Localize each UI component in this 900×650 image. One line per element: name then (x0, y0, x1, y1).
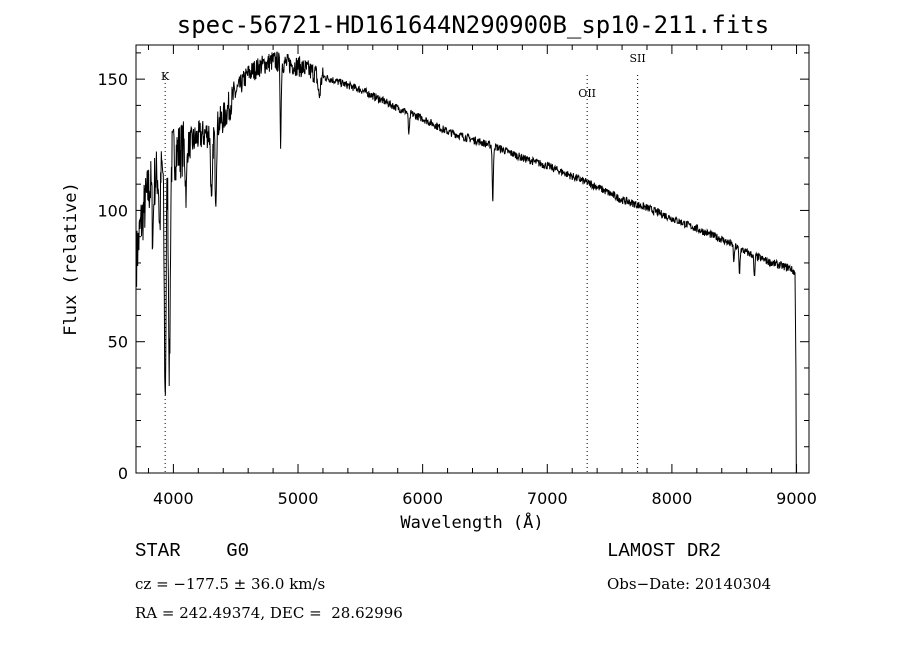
y-tick-label: 0 (118, 464, 128, 483)
sky-coordinates: RA = 242.49374, DEC = 28.62996 (135, 604, 403, 622)
x-tick-label: 9000 (776, 489, 817, 508)
object-classification: STAR G0 (135, 540, 250, 562)
y-tick-label: 100 (97, 201, 128, 220)
spectrum-line (136, 51, 797, 474)
survey-name: LAMOST DR2 (607, 540, 722, 562)
x-tick-label: 7000 (527, 489, 568, 508)
redshift-value: cz = −177.5 ± 36.0 km/s (135, 575, 326, 593)
x-tick-label: 4000 (153, 489, 194, 508)
chart-title: spec-56721-HD161644N290900B_sp10-211.fit… (177, 11, 769, 39)
x-tick-label: 8000 (652, 489, 693, 508)
line-marker-label: OII (578, 87, 596, 100)
plot-frame (135, 44, 810, 474)
y-tick-label: 150 (97, 70, 128, 89)
line-marker-group: K OII SII (161, 52, 646, 473)
x-axis-label: Wavelength (Å) (400, 511, 543, 533)
line-marker-label: K (161, 70, 170, 83)
line-marker-label: SII (630, 52, 646, 65)
x-tick-label: 6000 (402, 489, 443, 508)
y-axis-label: Flux (relative) (61, 182, 81, 336)
y-tick-label: 50 (108, 333, 128, 352)
observation-date: Obs−Date: 20140304 (607, 575, 772, 593)
axis-tick-labels: 4000 5000 6000 7000 8000 9000 0 50 100 150 (97, 70, 816, 508)
x-tick-label: 5000 (278, 489, 319, 508)
axis-ticks (136, 45, 809, 474)
